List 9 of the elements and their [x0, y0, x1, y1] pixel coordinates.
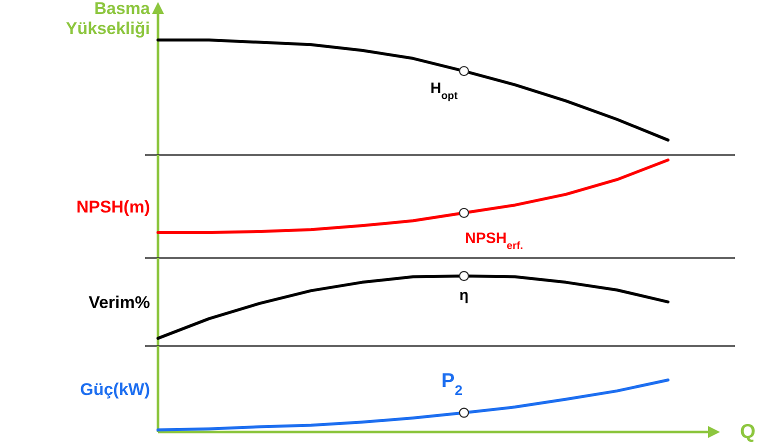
y-axis-title: Verim%: [88, 293, 150, 312]
y-axis-title: Basma Yüksekliği: [66, 0, 151, 38]
annotation: NPSH$_{erf.}$: [464, 230, 524, 252]
x-axis-title: Q: [740, 421, 756, 443]
y-axis-title: NPSH(m): [76, 198, 150, 216]
annotation: P$_{2}$: [441, 370, 463, 398]
y-axis-title: Güç(kW): [80, 380, 150, 399]
annotation: H$_{opt}$: [430, 80, 458, 102]
annotation: η: [459, 287, 469, 304]
